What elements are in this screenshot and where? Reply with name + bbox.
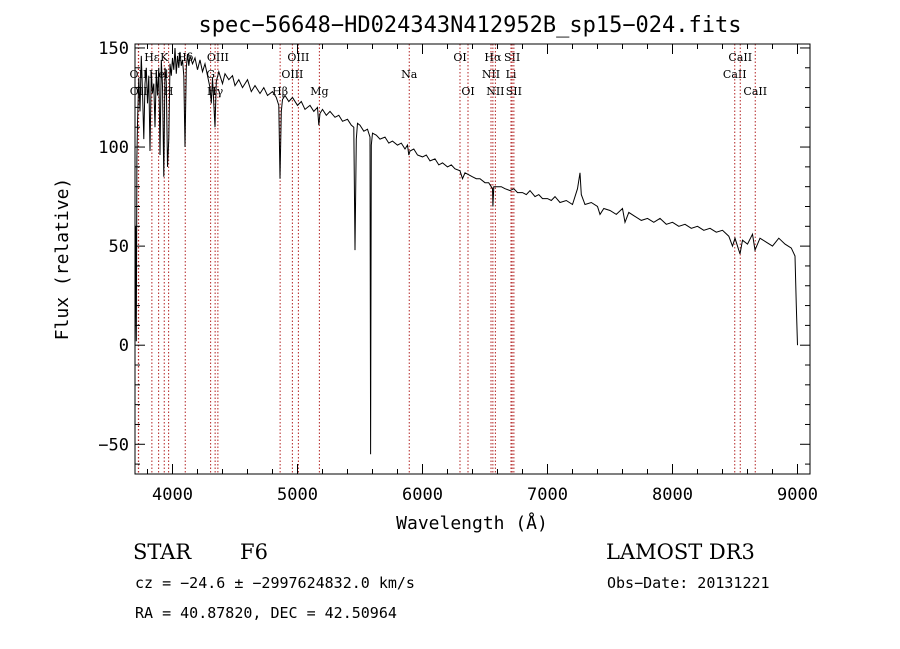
y-tick-label: 50 xyxy=(109,237,129,257)
marker-label: Hα xyxy=(484,51,502,64)
y-tick-label: 150 xyxy=(98,39,129,59)
marker-label: NII xyxy=(486,85,504,98)
x-tick-label: 4000 xyxy=(152,485,193,505)
marker-label: CaII xyxy=(743,85,767,98)
x-tick-label: 7000 xyxy=(527,485,568,505)
y-tick-label: −50 xyxy=(98,435,129,455)
marker-label: Mg xyxy=(310,85,328,98)
x-axis: 4000 5000 6000 7000 8000 9000 xyxy=(147,44,818,505)
marker-label: NII xyxy=(482,68,500,81)
marker-label: OIII xyxy=(281,68,303,81)
marker-label: OII xyxy=(130,68,148,81)
marker-label: Li xyxy=(506,68,517,81)
obs-date: Obs−Date: 20131221 xyxy=(607,574,770,592)
series-layer xyxy=(134,47,798,455)
marker-label: SII xyxy=(506,85,522,98)
marker-label: H xyxy=(164,85,174,98)
marker-label: OIII xyxy=(287,51,309,64)
object-type: STAR xyxy=(133,540,192,564)
x-tick-label: 9000 xyxy=(777,485,818,505)
x-axis-label: Wavelength (Å) xyxy=(396,512,548,534)
marker-label: Na xyxy=(401,68,418,81)
marker-label: Hγ xyxy=(207,85,224,98)
y-axis: −50 0 50 100 150 xyxy=(98,39,810,465)
marker-label: OIII xyxy=(207,51,229,64)
x-tick-label: 6000 xyxy=(402,485,443,505)
marker-label: Hβ xyxy=(272,85,288,98)
chart-title: spec−56648−HD024343N412952B_sp15−024.fit… xyxy=(198,13,741,38)
spectrum-series-line xyxy=(134,47,798,455)
marker-label: CaII xyxy=(723,68,747,81)
survey-name: LAMOST DR3 xyxy=(606,540,755,564)
subclass: F6 xyxy=(240,540,268,564)
y-axis-label: Flux (relative) xyxy=(52,178,73,341)
marker-label: CaII xyxy=(728,51,752,64)
x-tick-label: 8000 xyxy=(652,485,693,505)
marker-label: G xyxy=(206,68,215,81)
plot-frame xyxy=(134,43,811,475)
marker-label: Hε xyxy=(144,51,160,64)
marker-label: SII xyxy=(504,51,520,64)
marker-label: K xyxy=(160,51,169,64)
y-tick-label: 0 xyxy=(119,336,129,356)
redshift-text: cz = −24.6 ± −2997624832.0 km/s xyxy=(135,574,415,592)
x-tick-label: 5000 xyxy=(277,485,318,505)
y-tick-label: 100 xyxy=(98,138,129,158)
marker-label: OI xyxy=(461,85,474,98)
marker-label: OI xyxy=(453,51,466,64)
coordinates: RA = 40.87820, DEC = 42.50964 xyxy=(135,604,397,622)
